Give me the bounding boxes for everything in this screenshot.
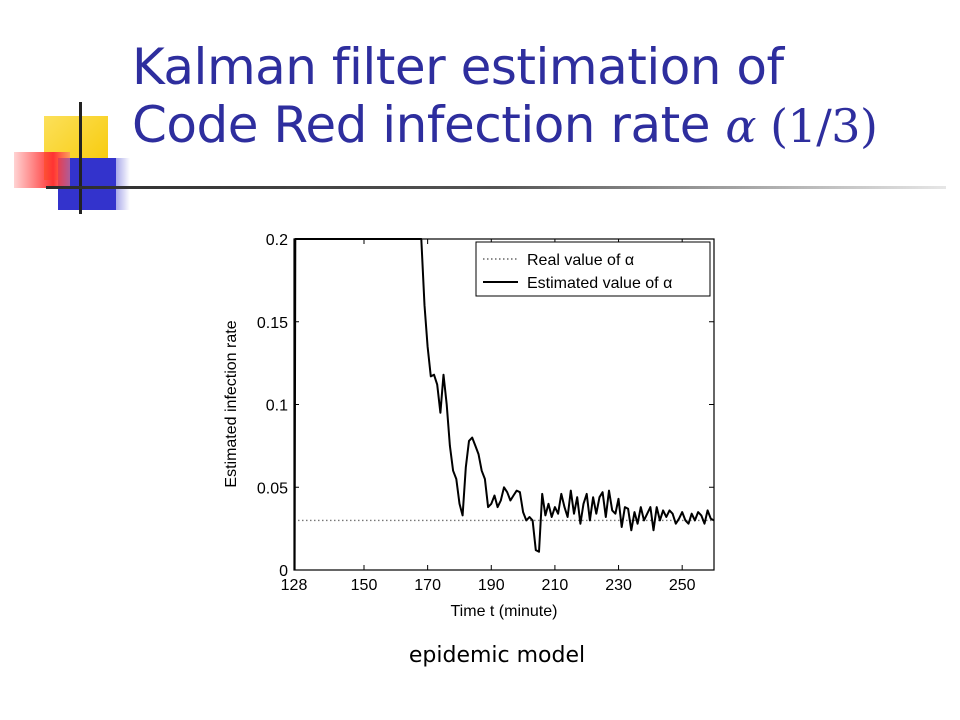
legend-box: [475, 241, 711, 297]
slide-caption: epidemic model: [408, 643, 586, 668]
x-tick-label: 150: [351, 577, 378, 594]
y-tick-label: 0.1: [266, 398, 288, 415]
x-tick-label: 128: [281, 577, 308, 594]
x-tick-label: 190: [478, 577, 505, 594]
series-estimated-value-line: [293, 238, 715, 571]
title-part-number: (1/3): [770, 99, 878, 153]
x-tick-label: 230: [605, 577, 632, 594]
legend-label-estimated: Estimated value of α: [527, 275, 672, 292]
x-tick-label: 170: [414, 577, 441, 594]
axis-ticks: 128 150 170 190 210 230 250 0 0.05 0.1 0.15 0.2: [257, 232, 714, 594]
deco-red-square: [14, 152, 70, 188]
deco-blue-square-fade: [100, 158, 130, 210]
title-alpha-symbol: α: [725, 99, 756, 153]
legend-label-real: Real value of α: [527, 252, 634, 269]
slide-title: Kalman filter estimation of Code Red inf…: [132, 38, 942, 155]
legend: Real value of α Estimated value of α: [475, 241, 711, 297]
slide-title-line1: Kalman filter estimation of: [132, 38, 784, 96]
y-tick-label: 0.15: [257, 315, 288, 332]
title-underline-rule: [46, 186, 946, 189]
slide-title-greek: α (1/3): [725, 99, 878, 153]
slide-title-line2-text: Code Red infection rate: [132, 96, 726, 154]
y-axis-label: Estimated infection rate: [223, 320, 240, 487]
deco-vertical-line: [79, 102, 82, 214]
y-tick-label: 0.2: [266, 232, 288, 249]
y-tick-label: 0.05: [257, 480, 288, 497]
x-tick-label: 250: [669, 577, 696, 594]
y-tick-label: 0: [279, 563, 288, 580]
x-axis-label: Time t (minute): [451, 603, 558, 620]
x-tick-label: 210: [542, 577, 569, 594]
slide-title-line2: Code Red infection rate α (1/3): [132, 96, 942, 155]
series-layer: [293, 238, 715, 571]
